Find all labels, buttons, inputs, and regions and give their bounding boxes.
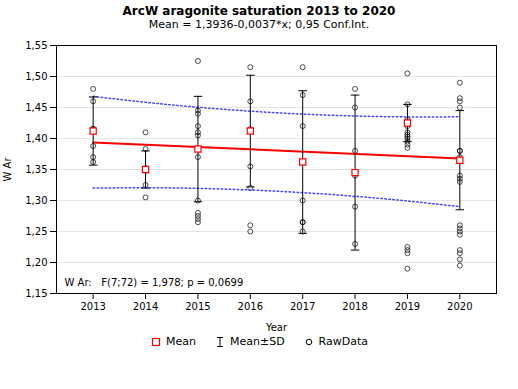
svg-text:W Ar: W Ar [2,157,13,182]
html-text:Mean = 1,3936-0,0037*x; 0,95 C: Mean = 1,3936-0,0037*x; 0,95 Conf.Int. [148,18,370,31]
html-text:ArcW aragonite saturation 2013: ArcW aragonite saturation 2013 to 2020 [122,4,396,18]
svg-text:1,20: 1,20 [25,257,47,268]
svg-text:2018: 2018 [342,301,367,312]
html-text:Mean±SD: Mean±SD [230,335,285,348]
svg-text:1,50: 1,50 [25,71,47,82]
svg-text:2014: 2014 [133,301,158,312]
svg-text:2020: 2020 [447,301,472,312]
svg-text:1,55: 1,55 [25,40,47,51]
svg-text:2017: 2017 [290,301,315,312]
svg-text:1,25: 1,25 [25,226,47,237]
svg-text:1,35: 1,35 [25,164,47,175]
html-text:RawData: RawData [318,335,368,348]
svg-text:2019: 2019 [395,301,420,312]
svg-text:1,15: 1,15 [25,288,47,299]
svg-text:W Ar: F(7;72) = 1,978; p = 0: W Ar: F(7;72) = 1,978; p = 0,0699 [65,277,244,288]
svg-text:2013: 2013 [80,301,105,312]
svg-text:1,40: 1,40 [25,133,47,144]
svg-text:Year: Year [265,322,288,333]
svg-text:1,30: 1,30 [25,195,47,206]
svg-text:2015: 2015 [185,301,210,312]
svg-text:2016: 2016 [238,301,263,312]
html-text:Mean: Mean [166,335,196,348]
svg-text:1,45: 1,45 [25,102,47,113]
